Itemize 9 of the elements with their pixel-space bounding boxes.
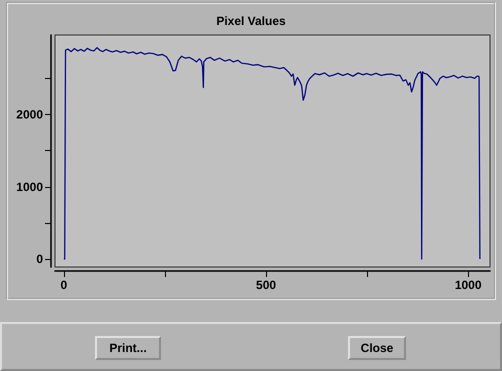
button: Close [348,336,406,360]
x-tick-label: 500 [256,278,276,292]
chart-title: Pixel Values [216,14,286,28]
y-tick-label: 2000 [16,108,44,122]
y-tick-label: 1000 [16,180,44,194]
y-tick-label: 0 [36,252,44,266]
x-tick-label: 0 [60,278,68,292]
x-tick-label: 1000 [454,278,482,292]
button: Print... [95,336,161,360]
